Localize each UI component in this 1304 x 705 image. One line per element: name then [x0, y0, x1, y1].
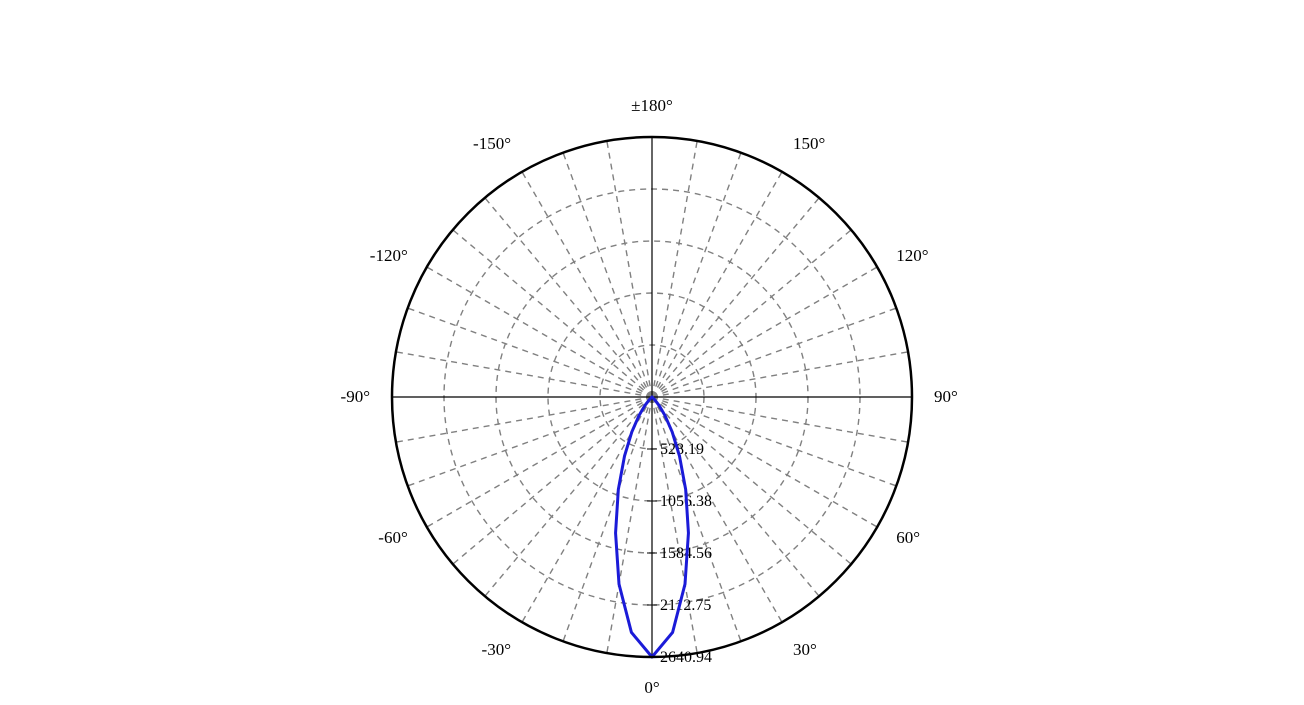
polar-chart: 528.191056.381584.562112.752640.940°30°6…	[0, 0, 1304, 705]
radial-tick-label: 2112.75	[660, 597, 711, 614]
angle-label: 150°	[793, 134, 825, 153]
angle-label: 30°	[793, 640, 817, 659]
angle-label: ±180°	[631, 96, 673, 115]
angle-label: -120°	[370, 246, 408, 265]
angle-label: -90°	[341, 387, 370, 406]
angle-label: -60°	[378, 528, 407, 547]
angle-label: 0°	[644, 678, 659, 697]
angle-label: 60°	[896, 528, 920, 547]
polar-chart-svg: 528.191056.381584.562112.752640.940°30°6…	[0, 0, 1304, 705]
angle-label: 120°	[896, 246, 928, 265]
angle-label: -150°	[473, 134, 511, 153]
angle-label: -30°	[482, 640, 511, 659]
angle-label: 90°	[934, 387, 958, 406]
radial-tick-label: 528.19	[660, 441, 704, 458]
